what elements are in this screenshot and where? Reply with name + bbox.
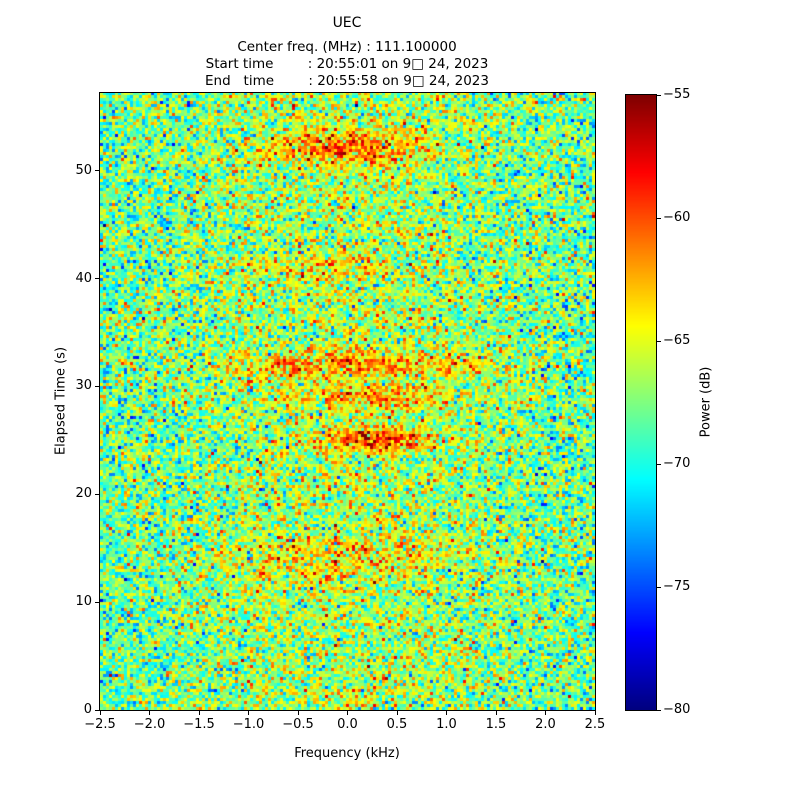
x-tick-mark [198,711,200,715]
start-time-line: Start time : 20:55:01 on 9□ 24, 2023 [205,56,489,72]
y-tick-mark [95,601,99,603]
colorbar-tick-mark [657,340,661,342]
colorbar-label: Power (dB) [698,366,714,438]
x-tick-label: 1.0 [436,717,457,732]
x-tick-label: 0.5 [386,717,408,732]
y-tick-mark [95,170,99,172]
x-tick-mark [396,711,398,715]
x-tick-label: −0.5 [282,717,314,732]
y-tick-label: 10 [75,594,92,610]
y-tick-mark [95,278,99,280]
colorbar-tick-label: −70 [663,456,691,471]
x-tick-mark [99,711,101,715]
x-tick-mark [594,711,596,715]
colorbar-tick-label: −55 [663,87,691,102]
y-tick-mark [95,493,99,495]
x-tick-label: −1.0 [232,717,265,732]
x-axis-label: Frequency (kHz) [294,746,400,761]
plot-area [99,92,596,711]
y-tick-label: 40 [75,270,92,286]
y-axis-label: Elapsed Time (s) [53,346,69,456]
x-tick-mark [446,711,447,715]
y-tick-label: 20 [75,486,92,502]
colorbar-tick-mark [657,94,661,96]
x-tick-mark [149,711,150,715]
x-tick-label: 2.5 [584,717,606,732]
x-tick-mark [297,711,299,715]
x-tick-mark [545,711,546,715]
y-tick-mark [95,709,99,711]
x-tick-label: 2.0 [535,717,556,732]
spectrogram-heatmap [100,93,595,710]
x-tick-mark [347,711,348,715]
colorbar-tick-mark [657,463,661,465]
colorbar [625,94,657,711]
y-tick-label: 30 [75,378,92,394]
colorbar-tick-label: −80 [663,702,691,717]
y-tick-mark [95,385,99,387]
chart-title: UEC [332,15,362,31]
colorbar-tick-mark [657,217,661,219]
center-freq-line: Center freq. (MHz) : 111.100000 [237,39,457,55]
x-tick-label: −2.0 [133,717,166,732]
colorbar-tick-label: −65 [663,333,691,348]
end-time-line: End time : 20:55:58 on 9□ 24, 2023 [205,73,489,89]
y-tick-label: 0 [83,702,92,717]
colorbar-tick-mark [657,709,661,711]
colorbar-tick-label: −60 [663,210,691,225]
x-tick-label: −2.5 [84,717,116,732]
y-tick-label: 50 [75,162,92,178]
colorbar-gradient [626,95,656,710]
x-tick-label: 0.0 [337,717,358,732]
x-tick-label: −1.5 [183,717,215,732]
colorbar-tick-mark [657,586,661,588]
x-tick-mark [495,711,497,715]
colorbar-tick-label: −75 [663,579,691,594]
x-tick-mark [248,711,249,715]
x-tick-label: 1.5 [485,717,507,732]
